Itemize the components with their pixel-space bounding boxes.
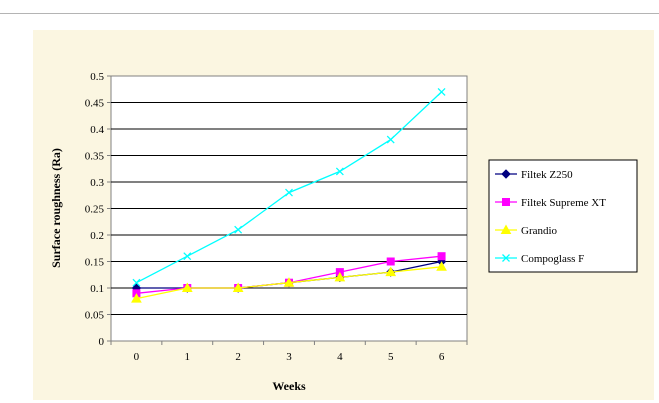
legend-box (488, 159, 638, 273)
legend-label: Filtek Z250 (521, 169, 573, 181)
point-compoglass-f-marker (285, 188, 293, 197)
gridlines (111, 102, 467, 315)
point-compoglass-f-marker (335, 167, 344, 176)
point-grandio-marker (131, 293, 142, 303)
y-tick-label: 0.45 (85, 98, 105, 110)
y-axis-title: Surface roughness (Ra) (49, 148, 63, 268)
series-grandio (131, 261, 447, 303)
x-tick-label: 5 (388, 351, 394, 363)
x-tick-label: 4 (337, 351, 343, 363)
legend-filtek-supreme-xt-marker (502, 198, 510, 206)
legend-label: Compoglass F (521, 253, 584, 265)
point-grandio-marker (181, 282, 193, 292)
series-compoglass-f (132, 87, 446, 287)
legend-item-compoglass-f: Compoglass F (495, 253, 584, 265)
y-tick-labels: 0 0.05 0.1 0.15 0.2 0.25 0.3 0.35 0.4 0.45 0.5 (85, 71, 111, 348)
legend-item-filtek-z250: Filtek Z250 (495, 169, 573, 181)
point-filtek-supreme-xt-marker (386, 257, 395, 266)
point-filtek-supreme-xt-marker (437, 252, 446, 261)
legend-label: Filtek Supreme XT (521, 197, 606, 209)
legend: Filtek Z250 Filtek Supreme XT Grandio Compo… (488, 159, 638, 273)
y-tick-label: 0.25 (85, 204, 105, 216)
y-tick-label: 0.05 (85, 310, 105, 322)
x-tick-labels: 0 1 2 3 4 5 6 (110, 341, 468, 363)
series-group (131, 87, 447, 303)
x-tick-label: 3 (286, 351, 292, 363)
x-tick-label: 1 (185, 351, 191, 363)
x-tick-label: 2 (235, 351, 241, 363)
y-tick-label: 0.5 (90, 71, 104, 83)
legend-compoglass-f-marker (502, 254, 510, 262)
x-axis-title: Weeks (272, 379, 306, 393)
legend-label: Grandio (521, 225, 558, 237)
y-tick-label: 0.15 (85, 257, 105, 269)
y-tick-label: 0.1 (90, 283, 104, 295)
y-tick-label: 0.2 (90, 230, 104, 242)
point-grandio-marker (436, 261, 447, 271)
point-grandio-marker (232, 282, 244, 292)
legend-filtek-z250-marker (501, 169, 511, 179)
point-compoglass-f-marker (234, 225, 243, 234)
x-tick-label: 6 (439, 351, 445, 363)
point-grandio-marker (385, 266, 397, 277)
point-compoglass-f-marker (386, 135, 395, 144)
y-tick-label: 0.3 (90, 177, 104, 189)
legend-grandio-marker (500, 224, 512, 234)
point-compoglass-f-marker (183, 252, 192, 261)
top-divider (0, 13, 659, 14)
point-compoglass-f-marker (437, 87, 446, 96)
y-tick-label: 0.35 (85, 151, 105, 163)
point-grandio-marker (334, 271, 346, 282)
y-tick-label: 0 (99, 336, 105, 348)
point-grandio-marker (283, 277, 295, 287)
legend-item-filtek-supreme-xt: Filtek Supreme XT (495, 197, 606, 209)
y-tick-label: 0.4 (90, 124, 104, 136)
legend-item-grandio: Grandio (495, 224, 558, 237)
point-compoglass-f-marker (132, 278, 141, 287)
x-tick-label: 0 (134, 351, 140, 363)
